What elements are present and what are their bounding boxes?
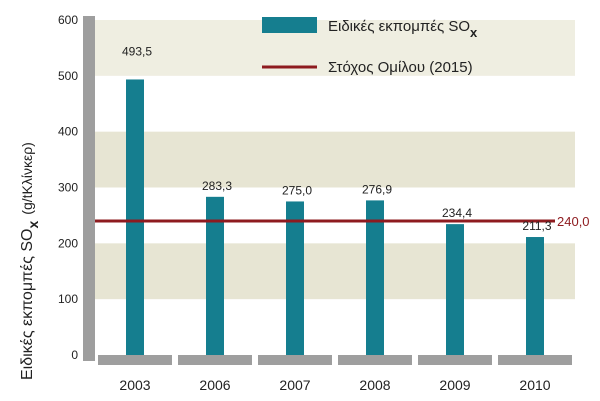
legend-target-label: Στόχος Ομίλου (2015) bbox=[328, 59, 473, 76]
x-axis-segment bbox=[258, 355, 332, 365]
background-band-2 bbox=[95, 131, 575, 188]
x-axis-segment bbox=[178, 355, 252, 365]
legend-bar-subscript: x bbox=[470, 25, 478, 40]
bar bbox=[286, 201, 304, 355]
y-axis-title-subscript: x bbox=[25, 221, 41, 229]
x-tick-label: 2007 bbox=[279, 377, 310, 393]
y-tick-label: 0 bbox=[71, 348, 78, 362]
background-bands bbox=[95, 20, 575, 300]
data-label: 234,4 bbox=[442, 206, 472, 220]
target-line-group: 240,0 bbox=[95, 214, 590, 229]
bar bbox=[126, 79, 144, 356]
legend-bar-name: Ειδικές εκπομπές SO bbox=[328, 18, 470, 35]
bar bbox=[206, 196, 224, 355]
data-label: 283,3 bbox=[202, 179, 232, 193]
x-tick-label: 2009 bbox=[439, 377, 470, 393]
x-axis: 2003 2006 2007 2008 2009 2010 bbox=[98, 355, 572, 393]
x-tick-label: 2003 bbox=[119, 377, 150, 393]
legend: Ειδικές εκπομπές SOx Στόχος Ομίλου (2015… bbox=[262, 17, 478, 76]
x-axis-segment bbox=[338, 355, 412, 365]
bar bbox=[446, 224, 464, 355]
y-tick-label: 400 bbox=[58, 125, 78, 139]
y-tick-label: 200 bbox=[58, 236, 78, 250]
x-tick-label: 2008 bbox=[359, 377, 390, 393]
x-axis-segment bbox=[418, 355, 492, 365]
y-axis-title-unit: (g/tΚλίνκερ) bbox=[19, 142, 35, 215]
y-tick-label: 600 bbox=[58, 13, 78, 27]
legend-swatch-bar bbox=[262, 17, 317, 33]
y-axis-title-main: Ειδικές εκπομπές SO bbox=[19, 229, 36, 380]
bar bbox=[526, 237, 544, 355]
y-tick-label: 100 bbox=[58, 292, 78, 306]
bars bbox=[126, 79, 544, 356]
y-axis-title: Ειδικές εκπομπές SOx (g/tΚλίνκερ) bbox=[19, 142, 41, 380]
y-tick-label: 300 bbox=[58, 181, 78, 195]
x-axis-segment bbox=[498, 355, 572, 365]
y-axis: 0 100 200 300 400 500 600 bbox=[58, 13, 95, 362]
data-label: 493,5 bbox=[122, 44, 152, 58]
x-tick-label: 2006 bbox=[199, 377, 230, 393]
legend-bar-label: Ειδικές εκπομπές SOx bbox=[328, 18, 478, 40]
data-label: 275,0 bbox=[282, 183, 312, 197]
y-axis-bar bbox=[83, 16, 95, 361]
y-tick-label: 500 bbox=[58, 69, 78, 83]
target-value-label: 240,0 bbox=[557, 214, 590, 229]
x-tick-label: 2010 bbox=[519, 377, 550, 393]
background-band-3 bbox=[95, 243, 575, 300]
data-label: 276,9 bbox=[362, 182, 392, 196]
data-labels: 493,5 283,3 275,0 276,9 234,4 211,3 bbox=[122, 44, 552, 233]
x-axis-segment bbox=[98, 355, 172, 365]
background-band-1 bbox=[95, 20, 575, 76]
bar bbox=[366, 200, 384, 355]
data-label: 211,3 bbox=[522, 219, 551, 233]
